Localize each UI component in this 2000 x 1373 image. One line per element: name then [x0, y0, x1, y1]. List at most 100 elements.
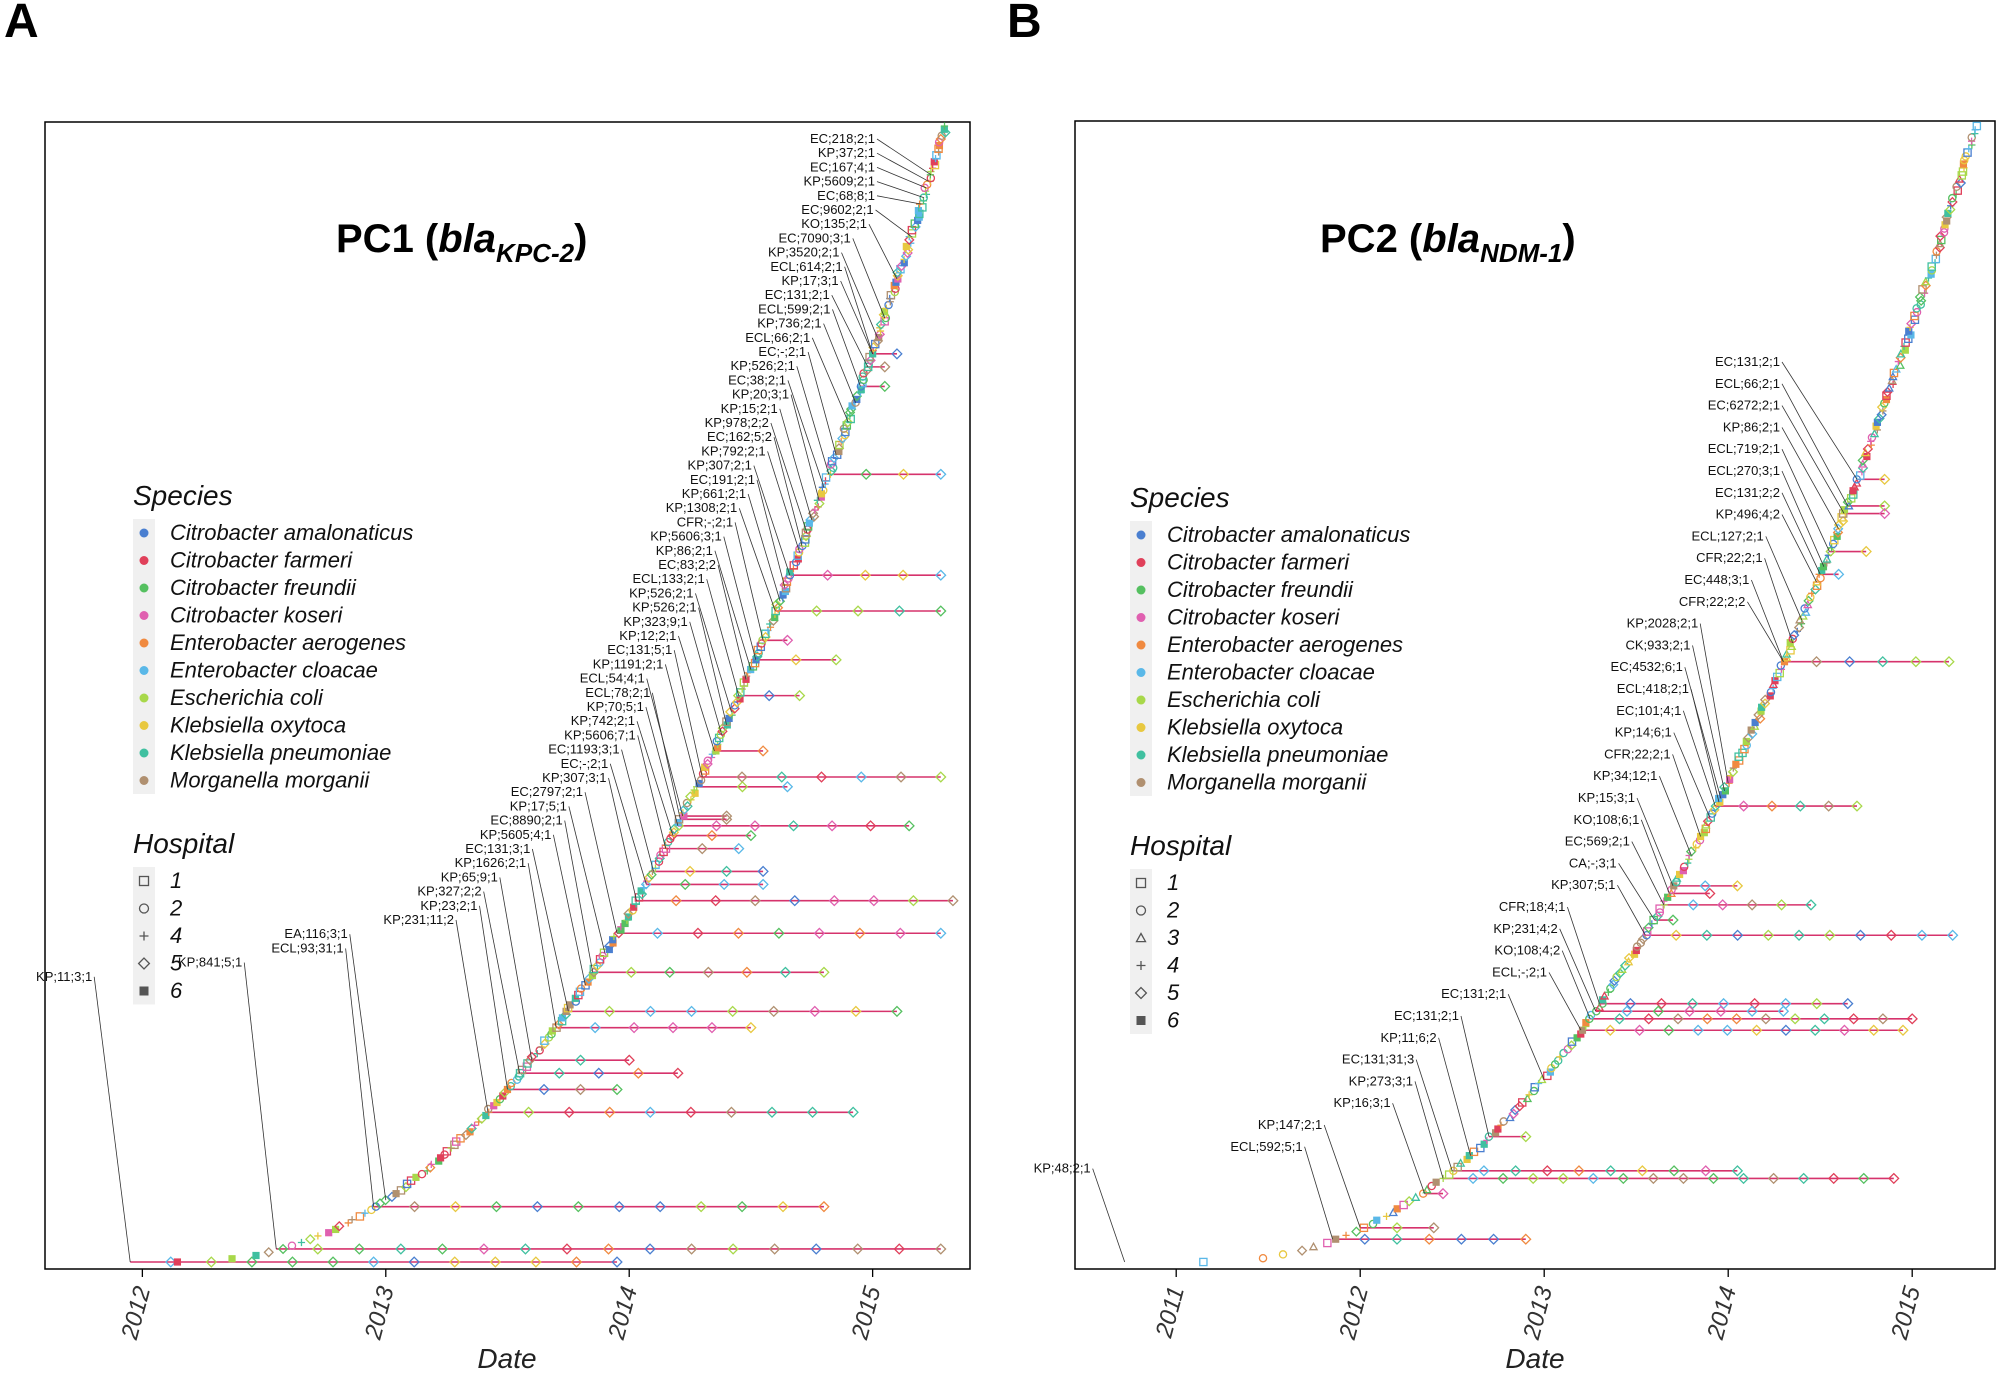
isolate-label: EC;131;2;1 [765, 287, 830, 302]
isolate-point [1935, 230, 1946, 242]
isolate-point [794, 548, 804, 557]
isolate-label: EC;131;2;1 [1715, 354, 1780, 369]
isolate-label: ECL;66;2;1 [1715, 376, 1780, 391]
isolate-point [900, 250, 912, 262]
isolate-label: KP;661;2;1 [682, 486, 746, 501]
isolate-point [1491, 1129, 1500, 1137]
trail-marker [561, 1243, 573, 1255]
trail-marker [725, 1106, 738, 1118]
isolate-leader-line [717, 564, 747, 680]
isolate-leader-line [1747, 601, 1784, 662]
isolate-leader-line [564, 820, 594, 973]
legend-key-background [1130, 521, 1152, 796]
panel-a-title-close: ) [574, 217, 587, 261]
isolate-point [1714, 794, 1723, 803]
isolate-leader-line [1438, 1037, 1471, 1156]
trail-marker [1428, 1222, 1440, 1234]
trail-marker [1737, 800, 1750, 812]
trail-marker [1832, 568, 1845, 581]
isolate-point [701, 763, 709, 771]
trail-marker [790, 654, 802, 666]
trail-marker [710, 820, 723, 832]
isolate-label: CFR;-;2;1 [677, 514, 733, 529]
x-tick-label: 2014 [603, 1284, 643, 1344]
trail-marker [623, 1054, 635, 1066]
panel-a-x-axis: 2012 2013 2014 2015 [116, 1269, 887, 1343]
trail-marker [702, 966, 715, 979]
isolate-point [1332, 1235, 1340, 1243]
isolate-point [1509, 1104, 1521, 1116]
isolate-point [1455, 1158, 1466, 1167]
trail-marker [757, 878, 769, 891]
isolate-leader-line [1781, 383, 1849, 507]
isolate-label: ECL;614;2;1 [770, 259, 842, 274]
trail-marker [947, 894, 959, 907]
isolate-label: KP;307;2;1 [688, 458, 752, 473]
isolate-point [1920, 276, 1931, 286]
isolate-label: EA;116;3;1 [284, 926, 347, 941]
isolate-point [1849, 487, 1857, 495]
panel-b-title-main: PC2 ( [1320, 217, 1423, 261]
trail-marker [1797, 1172, 1810, 1185]
trail-marker [1737, 1172, 1750, 1185]
legend-hospital-symbol [139, 986, 149, 996]
isolate-point [1422, 1184, 1432, 1194]
isolate-point [1517, 1098, 1527, 1107]
isolate-label: KP;48;2;1 [1034, 1161, 1091, 1176]
trail-marker [625, 966, 637, 979]
trail-marker [395, 1243, 407, 1255]
isolate-leader-line [787, 380, 825, 488]
isolate-label: KP;12;2;1 [619, 628, 676, 643]
isolate-point [610, 932, 618, 941]
isolate-point [425, 1162, 436, 1173]
isolate-leader-line [1636, 797, 1674, 887]
isolate-label: ECL;270;3;1 [1708, 463, 1780, 478]
trail-marker [787, 820, 800, 832]
trail-marker [1636, 1165, 1649, 1177]
isolate-point [1882, 391, 1891, 401]
isolate-label: KO;108;4;2 [1494, 943, 1560, 958]
trail-marker [696, 842, 708, 855]
isolate-leader-line [1507, 994, 1545, 1080]
legend-hospital-label: 4 [170, 923, 182, 948]
trail-marker [1647, 1172, 1660, 1185]
trail-marker [1794, 800, 1807, 812]
trail-marker [773, 927, 785, 939]
legend-species-label: Enterobacter cloacae [1167, 660, 1375, 685]
trail-marker [1731, 929, 1744, 941]
trail-marker [1766, 800, 1778, 812]
legend-species-label: Citrobacter amalonaticus [170, 520, 413, 545]
trail-marker [1704, 887, 1716, 900]
panel-a-title-main: PC1 ( [336, 217, 439, 261]
isolate-leader-line [823, 323, 856, 403]
isolate-label: ECL;78;2;1 [585, 685, 650, 700]
legend-hospital-label: 5 [1167, 980, 1180, 1005]
isolate-leader-line [1781, 449, 1830, 552]
isolate-leader-line [1692, 645, 1725, 791]
isolate-point [1812, 581, 1822, 590]
isolate-label: CFR;22;2;2 [1679, 594, 1745, 609]
isolate-label: KP;496;4;2 [1716, 507, 1780, 522]
isolate-label: KP;231;4;2 [1493, 921, 1557, 936]
isolate-label: KP;327;2;2 [417, 884, 481, 899]
isolate-label: KP;23;2;1 [420, 898, 477, 913]
isolate-leader-line [753, 465, 791, 576]
isolate-point [287, 1241, 297, 1250]
isolate-point [743, 672, 751, 680]
legend-species-dot [139, 638, 149, 648]
isolate-label: KP;17;5;1 [510, 798, 567, 813]
isolate-point [436, 1154, 445, 1162]
isolate-leader-line [1618, 863, 1655, 921]
trail-marker [1789, 1013, 1801, 1025]
legend-species-label: Klebsiella oxytoca [170, 713, 346, 738]
isolate-point [811, 506, 819, 514]
isolate-label: CFR;22;2;1 [1604, 746, 1670, 761]
legend-species-dot [1136, 695, 1146, 705]
legend-species-dot [139, 666, 149, 675]
trail-marker [815, 771, 828, 783]
isolate-point [894, 275, 902, 283]
trail-marker [1946, 929, 1959, 941]
trail-marker [1613, 1013, 1626, 1025]
trail-marker [935, 605, 947, 617]
isolate-point [1484, 1132, 1494, 1141]
